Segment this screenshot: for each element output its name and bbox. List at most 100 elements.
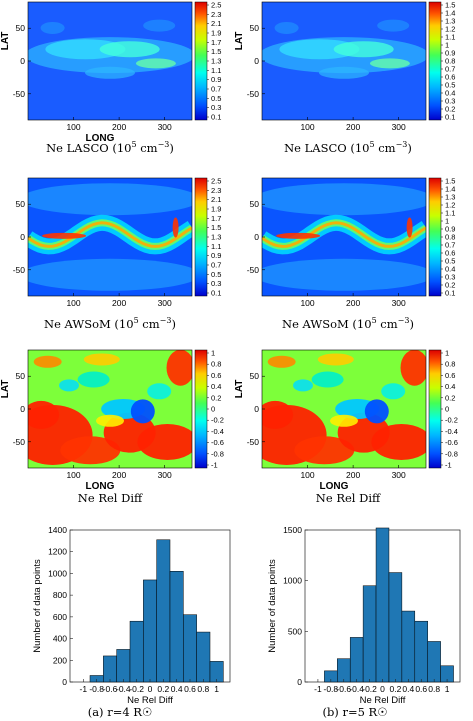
map-caption: Ne AWSoM (105 cm−3) [44,316,176,331]
histogram-caption: (b) r=5 R☉ [322,705,387,719]
colorbar-label: 0.7 [445,65,455,74]
map-feature [28,258,192,291]
map-panel-awsom5: 100 200 300 50 0 -50 1.51.41.31.21.110.90.80.7… [247,177,456,309]
x-axis-label: LONG [86,133,115,144]
x-tick-label: 200 [346,470,360,480]
map-feature [267,355,296,368]
map-feature [45,39,126,60]
caption-main: Ne Rel Diff [316,491,381,505]
y-tick-label: 1400 [48,525,67,535]
map-feature [60,436,121,465]
histogram-bar [169,571,184,683]
caption-tail: cm [139,317,160,331]
caption-exp: 5 [372,316,377,325]
y-tick-label: -50 [247,89,260,99]
map-feature [143,19,176,32]
x-tick-label: 1 [214,684,219,694]
y-tick-label: 1500 [283,525,302,535]
colorbar-label: 1.4 [445,9,455,18]
colorbar-label: 0.8 [445,57,455,66]
caption-exp: 5 [131,140,136,149]
map-feature [137,424,192,461]
map-feature [279,39,360,60]
caption-main: Ne AWSoM [44,317,111,331]
map-field [28,178,192,296]
colorbar-label: 0.9 [445,49,455,58]
x-axis-label: LONG [320,481,349,492]
colorbar-label: 0.9 [211,75,221,84]
colorbar-label: 1 [211,349,215,358]
colorbar-label: 1.5 [211,47,221,56]
x-tick-label: 200 [112,470,126,480]
colorbar-label: 0.3 [445,273,455,282]
caption-close: ) [171,317,176,331]
y-tick-label: 800 [53,590,67,600]
x-tick-label: -0.6 [336,684,351,694]
x-tick-label: 0 [380,684,385,694]
colorbar [194,177,208,297]
x-tick-label: 200 [346,122,360,132]
colorbar-label: 0.4 [445,265,455,274]
y-tick-label: 50 [250,371,260,381]
colorbar-label: 0.3 [211,103,221,112]
histogram-bar [129,620,144,683]
histogram-bar [427,641,441,683]
map-caption: Ne Rel Diff [316,491,381,505]
map-feature [333,41,394,58]
y-tick-label: 1200 [48,547,67,557]
colorbar-label: 0.5 [445,81,455,90]
x-tick-label: 1 [445,684,450,694]
histogram-hist4: 0 200 400 600 800 1000 1200 1400 -1 -0.8-0.6-0.4-… [32,525,231,706]
colorbar-label: -1 [211,461,218,470]
map-feature [172,217,179,238]
map-feature [33,355,62,368]
colorbar-label: 0.7 [211,261,221,270]
colorbar-label: 0 [211,405,215,414]
colorbar-label: -0.4 [445,427,458,436]
map-feature [59,379,79,392]
colorbar [194,349,208,469]
colorbar [194,1,208,121]
colorbar-label: 0.4 [445,89,455,98]
map-panel-lasco5: 100 200 300 50 0 -50 LAT 1.51.41.31.21.110.90.8… [234,1,455,133]
y-tick-label: 1000 [283,576,302,586]
map-feature [276,232,321,239]
caption-unit: (10 [347,141,370,155]
colorbar-label: 0.5 [211,94,221,103]
caption-main: Ne AWSoM [282,317,349,331]
y-tick-label: 0 [62,677,67,687]
caption-tail: cm [137,141,158,155]
colorbar-label: 1 [445,217,449,226]
map-feature [274,21,299,34]
colorbar-label: 1.9 [211,29,221,38]
x-tick-label: -1 [314,684,322,694]
y-axis-label: LAT [0,32,11,51]
map-feature [42,232,87,239]
colorbar-label: 0.7 [211,85,221,94]
colorbar-label: 1.3 [211,233,221,242]
colorbar-label: 1.1 [445,209,455,218]
y-tick-label: 400 [53,634,67,644]
colorbar [428,349,442,469]
map-panel-rel5: 100 200 300 50 0 -50 LONG LAT 1 0.8 0.6 0.4 0.2 0 -0.2… [234,349,458,493]
x-tick-label: 300 [158,470,172,480]
y-tick-label: 0 [254,232,259,242]
x-tick-label: -0.4 [116,684,131,694]
histogram-bar [401,610,416,683]
map-feature [28,400,60,429]
map-feature [364,399,389,424]
x-tick-label: 0.8 [197,684,209,694]
x-tick-label: -1 [80,684,88,694]
x-tick-label: 200 [112,298,126,308]
x-tick-label: 100 [300,298,314,308]
map-caption: Ne LASCO (105 cm−3) [284,140,412,155]
caption-close: ) [407,141,412,155]
colorbar-label: 0.6 [445,249,455,258]
colorbar-label: 1.1 [211,242,221,251]
y-tick-label: -50 [13,437,26,447]
colorbar-label: -0.6 [211,438,224,447]
x-tick-label: 0.8 [428,684,440,694]
colorbar-label: 1.5 [445,1,455,10]
y-axis-label: Number of data points [32,559,43,653]
